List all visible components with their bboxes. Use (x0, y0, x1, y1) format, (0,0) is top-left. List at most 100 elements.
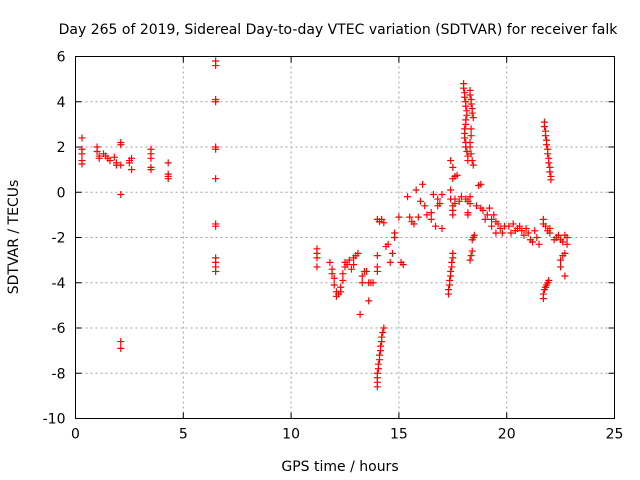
data-point-marker (356, 310, 364, 318)
data-point-marker (212, 222, 220, 230)
data-point-marker (462, 102, 470, 110)
data-point-marker (469, 114, 477, 122)
data-point-marker (117, 344, 125, 352)
data-point-marker (373, 369, 381, 377)
data-point-marker (365, 297, 373, 305)
data-point-marker (468, 109, 476, 117)
data-point-marker (540, 123, 548, 131)
data-point-marker (343, 261, 351, 269)
data-point-marker (563, 240, 571, 248)
data-point-marker (460, 84, 468, 92)
x-tick-label: 0 (71, 427, 80, 443)
data-point-marker (95, 154, 103, 162)
data-point-marker (467, 125, 475, 133)
data-point-marker (128, 154, 136, 162)
data-point-marker (438, 224, 446, 232)
data-point-marker (473, 202, 481, 210)
data-point-marker (543, 141, 551, 149)
data-point-marker (488, 215, 496, 223)
data-point-marker (414, 213, 422, 221)
data-point-marker (561, 272, 569, 280)
data-point-marker (212, 62, 220, 70)
data-point-marker (386, 258, 394, 266)
x-tick-label: 10 (282, 427, 300, 443)
data-point-marker (464, 211, 472, 219)
grid (75, 56, 615, 419)
data-point-marker (375, 351, 383, 359)
data-point-marker (451, 195, 459, 203)
data-point-marker (328, 270, 336, 278)
data-point-marker (379, 329, 387, 337)
data-point-marker (78, 150, 86, 158)
data-point-marker (347, 265, 355, 273)
data-point-marker (380, 324, 388, 332)
data-point-marker (505, 222, 513, 230)
x-tick-label: 15 (390, 427, 408, 443)
data-point-marker (557, 263, 565, 271)
data-point-marker (147, 154, 155, 162)
y-tick-label: -4 (52, 276, 66, 292)
data-point-marker (125, 159, 133, 167)
data-point-marker (490, 211, 498, 219)
x-tick-label: 20 (498, 427, 516, 443)
data-point-marker (117, 338, 125, 346)
x-tick-label: 25 (606, 427, 624, 443)
data-point-marker (128, 166, 136, 174)
data-point-marker (449, 249, 457, 257)
data-point-marker (467, 252, 475, 260)
data-point-marker (212, 175, 220, 183)
data-point-marker (498, 229, 506, 237)
data-point-marker (447, 267, 455, 275)
data-point-marker (466, 143, 474, 151)
data-point-marker (399, 261, 407, 269)
data-point-marker (467, 150, 475, 158)
axis-ticks: 0 5 10 15 20 25 -10 -8 -6 -4 -2 0 2 4 6 (43, 50, 624, 443)
data-point-marker (518, 227, 526, 235)
data-markers (78, 57, 571, 391)
data-point-marker (391, 229, 399, 237)
data-point-marker (539, 290, 547, 298)
data-point-marker (468, 157, 476, 165)
data-point-marker (468, 247, 476, 255)
data-point-marker (436, 200, 444, 208)
data-point-marker (494, 220, 502, 228)
data-point-marker (117, 161, 125, 169)
data-point-marker (542, 132, 550, 140)
data-point-marker (492, 229, 500, 237)
data-point-marker (384, 240, 392, 248)
data-point-marker (449, 211, 457, 219)
data-point-marker (93, 148, 101, 156)
data-point-marker (412, 186, 420, 194)
data-point-marker (313, 263, 321, 271)
data-point-marker (509, 220, 517, 228)
data-point-marker (363, 267, 371, 275)
data-point-marker (406, 213, 414, 221)
data-point-marker (524, 229, 532, 237)
data-point-marker (410, 220, 418, 228)
data-point-marker (380, 219, 388, 227)
y-tick-label: 4 (57, 95, 66, 111)
data-point-marker (444, 286, 452, 294)
data-point-marker (404, 193, 412, 201)
data-point-marker (369, 279, 377, 287)
data-point-marker (477, 180, 485, 188)
data-point-marker (78, 134, 86, 142)
data-point-marker (78, 160, 86, 168)
data-point-marker (378, 333, 386, 341)
data-point-marker (358, 279, 366, 287)
data-point-marker (354, 249, 362, 257)
data-point-marker (330, 281, 338, 289)
data-point-marker (416, 197, 424, 205)
data-point-marker (421, 202, 429, 210)
y-tick-label: 0 (57, 185, 66, 201)
data-point-marker (544, 150, 552, 158)
data-point-marker (447, 157, 455, 165)
data-point-marker (557, 256, 565, 264)
data-point-marker (117, 141, 125, 149)
data-point-marker (453, 171, 461, 179)
y-tick-label: -2 (52, 231, 66, 247)
data-point-marker (546, 168, 554, 176)
data-point-marker (330, 274, 338, 282)
data-point-marker (446, 276, 454, 284)
